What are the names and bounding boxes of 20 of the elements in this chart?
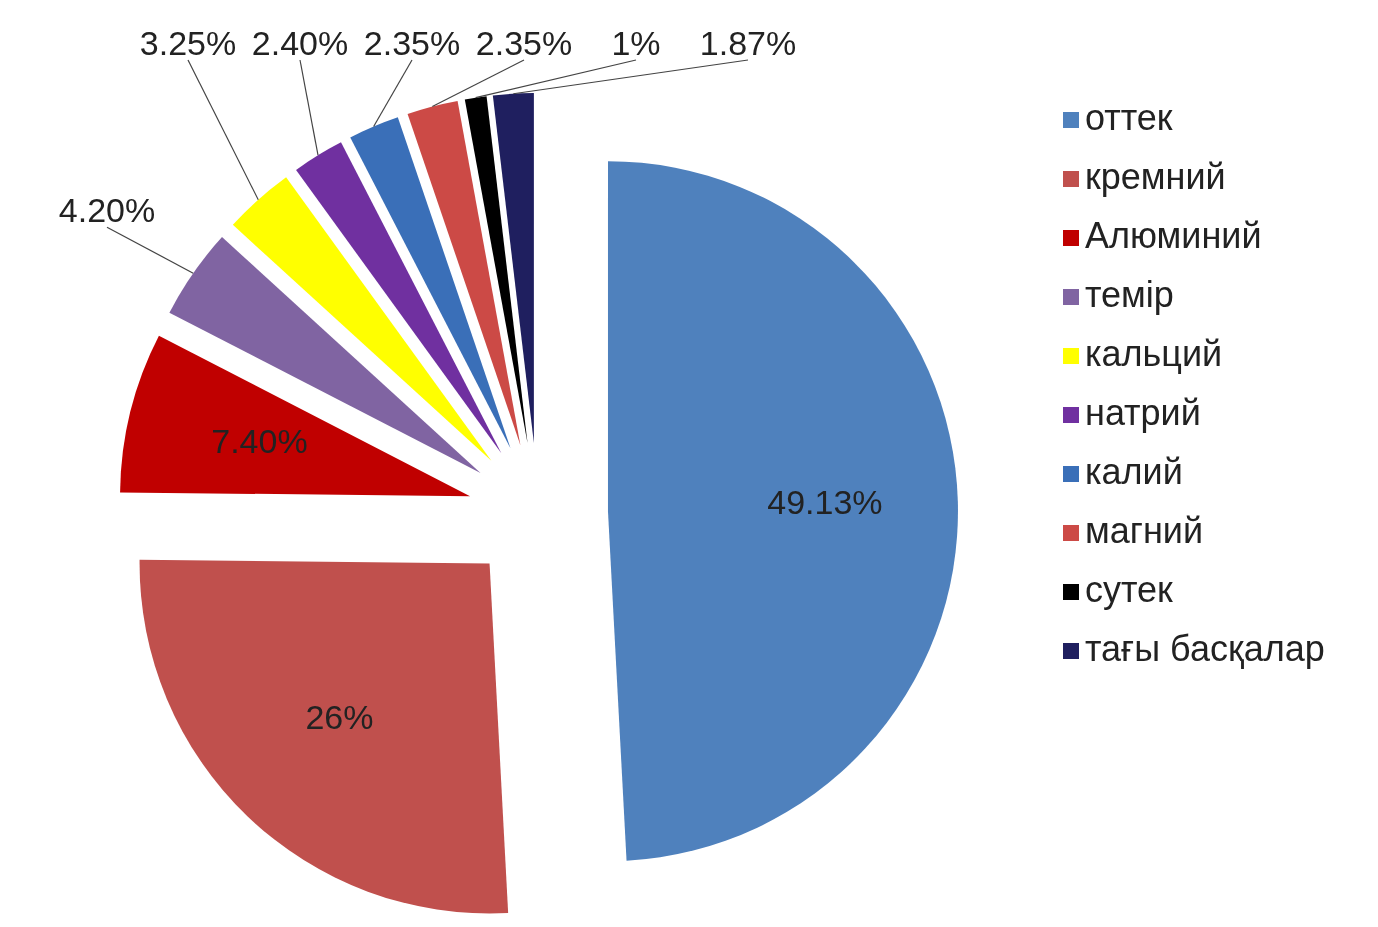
legend-label: кальций	[1085, 332, 1223, 374]
legend-label: магний	[1085, 509, 1204, 551]
data-label: 26%	[305, 698, 374, 737]
data-label: 2.35%	[475, 23, 573, 62]
data-label: 1%	[611, 23, 661, 62]
data-label: 1.87%	[699, 23, 797, 62]
data-label: 3.25%	[139, 23, 237, 62]
data-label: 2.35%	[363, 23, 461, 62]
data-label: 4.20%	[58, 191, 156, 230]
data-label: 2.40%	[251, 23, 349, 62]
legend-label: кремний	[1085, 155, 1226, 197]
legend-label: темір	[1085, 273, 1174, 315]
legend-label: сутек	[1085, 568, 1174, 610]
legend-label: тағы басқалар	[1085, 627, 1325, 669]
legend-label: натрий	[1085, 391, 1201, 433]
data-label: 7.40%	[211, 421, 308, 460]
legend-label: калий	[1085, 450, 1183, 492]
legend-label: Алюминий	[1085, 214, 1262, 256]
legend-label: оттек	[1085, 96, 1173, 138]
data-label: 49.13%	[767, 483, 883, 522]
